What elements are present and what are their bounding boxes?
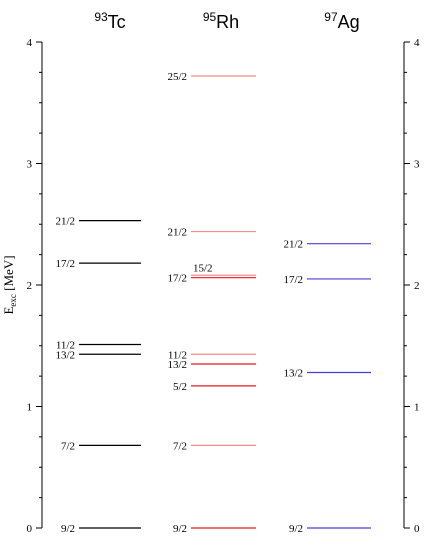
nucleus-column-tc: 93Tc 9/2 7/2 13/211/2 17/2 21/2 bbox=[55, 10, 141, 535]
left-tick-label: 3 bbox=[27, 159, 33, 171]
y-axis-label-main: E bbox=[1, 307, 16, 315]
right-tick-label: 0 bbox=[414, 523, 420, 535]
left-tick-label: 2 bbox=[27, 280, 33, 292]
level-spin-label: 21/2 bbox=[167, 227, 187, 239]
right-tick-label: 2 bbox=[414, 280, 420, 292]
y-axis-label-sub: exc bbox=[8, 294, 18, 307]
level-spin-label: 13/2 bbox=[167, 359, 187, 371]
nucleus-mass-number: 97 bbox=[324, 10, 338, 24]
level-spin-label: 13/2 bbox=[283, 367, 303, 379]
right-tick-label: 3 bbox=[414, 159, 420, 171]
y-axis-label-text: Eexc [MeV] bbox=[1, 255, 18, 314]
axes: 0 0 1 1 2 2 3 3 4 4 bbox=[27, 37, 421, 535]
left-tick-label: 0 bbox=[27, 523, 33, 535]
left-tick-label: 1 bbox=[27, 402, 33, 414]
nucleus-symbol: Tc bbox=[108, 12, 126, 32]
level-spin-label: 15/2 bbox=[193, 262, 213, 274]
y-axis-label-unit: [MeV] bbox=[1, 255, 16, 294]
nucleus-column-rh: 95Rh 9/2 7/2 5/2 13/211/2 17/2 15/2 21/2 25/2 bbox=[167, 10, 256, 535]
nucleus-symbol: Ag bbox=[338, 12, 360, 32]
nucleus-title: 97Ag bbox=[324, 10, 359, 32]
nucleus-mass-number: 95 bbox=[203, 10, 217, 24]
nucleus-symbol: Rh bbox=[216, 12, 239, 32]
level-spin-label: 9/2 bbox=[173, 523, 187, 535]
right-tick-label: 1 bbox=[414, 402, 420, 414]
nucleus-column-ag: 97Ag 9/2 13/2 17/2 21/2 bbox=[283, 10, 371, 535]
level-spin-label: 7/2 bbox=[173, 440, 187, 452]
level-spin-label: 9/2 bbox=[61, 523, 75, 535]
level-spin-label: 17/2 bbox=[283, 274, 303, 286]
nucleus-columns: 93Tc9/27/213/211/217/221/295Rh9/27/25/21… bbox=[55, 10, 371, 535]
nucleus-mass-number: 93 bbox=[94, 10, 108, 24]
nucleus-title: 93Tc bbox=[94, 10, 125, 32]
level-spin-label: 25/2 bbox=[167, 71, 187, 83]
level-spin-label: 9/2 bbox=[289, 523, 303, 535]
level-spin-label: 17/2 bbox=[55, 258, 75, 270]
nucleus-title: 95Rh bbox=[203, 10, 239, 32]
level-spin-label: 7/2 bbox=[61, 440, 75, 452]
level-spin-label: 21/2 bbox=[55, 216, 75, 228]
left-tick-label: 4 bbox=[27, 37, 33, 49]
level-spin-label: 21/2 bbox=[283, 239, 303, 251]
level-spin-label: 11/2 bbox=[56, 340, 75, 352]
level-spin-label: 13/2 bbox=[55, 349, 75, 361]
level-spin-label: 11/2 bbox=[168, 349, 187, 361]
level-spin-label: 17/2 bbox=[167, 273, 187, 285]
right-tick-label: 4 bbox=[414, 37, 420, 49]
level-spin-label: 5/2 bbox=[173, 381, 187, 393]
y-axis-label: Eexc [MeV] bbox=[1, 255, 18, 314]
